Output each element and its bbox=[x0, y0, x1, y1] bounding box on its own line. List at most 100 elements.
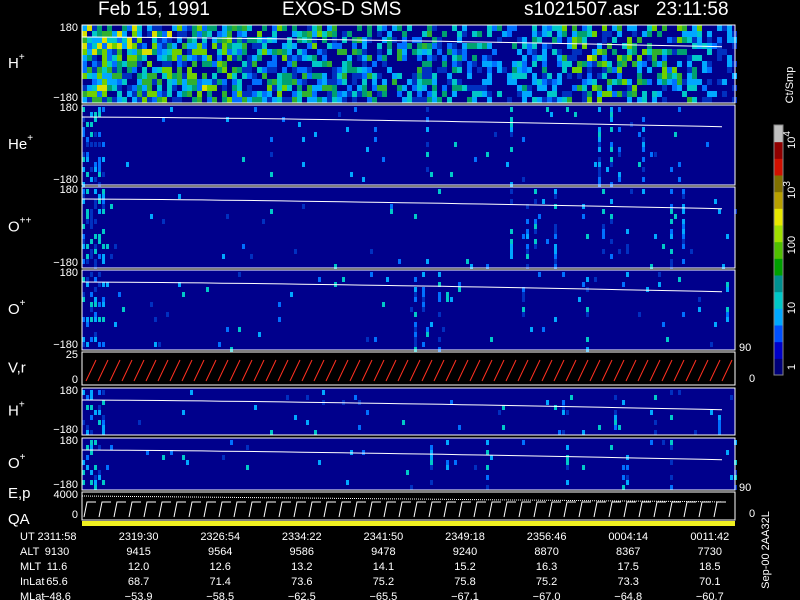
spectrogram-cell bbox=[226, 117, 229, 122]
spectrogram-cell bbox=[692, 67, 697, 73]
spectrogram-cell bbox=[714, 322, 717, 327]
panel-frame bbox=[81, 269, 736, 351]
spectrogram-cell bbox=[110, 445, 113, 450]
spectrogram-cell bbox=[377, 43, 382, 49]
y-tick-label: 180 bbox=[60, 22, 78, 34]
spectrogram-cell bbox=[82, 167, 85, 172]
spectrogram-cell bbox=[372, 85, 377, 91]
spectrogram-cell bbox=[537, 31, 542, 37]
spectrogram-cell bbox=[90, 430, 93, 435]
colorbar-label: 1 bbox=[786, 364, 798, 370]
spectrogram-cell bbox=[557, 61, 562, 67]
spectrogram-cell bbox=[212, 37, 217, 43]
spectrogram-cell bbox=[306, 420, 309, 425]
spectrogram-cell bbox=[582, 85, 587, 91]
spectrogram-cell bbox=[90, 317, 93, 322]
spectrogram-cell bbox=[187, 37, 192, 43]
spectrogram-cell bbox=[510, 122, 513, 127]
spectrogram-cell bbox=[302, 162, 305, 167]
spectrogram-cell bbox=[717, 79, 722, 85]
spectrogram-cell bbox=[102, 157, 105, 162]
spectrogram-cell bbox=[362, 85, 367, 91]
spectrogram-cell bbox=[332, 67, 337, 73]
spectrogram-cell bbox=[317, 97, 322, 103]
spectrogram-cell bbox=[82, 61, 87, 67]
spectrogram-cell bbox=[178, 282, 181, 287]
spectrogram-cell bbox=[532, 61, 537, 67]
spectrogram-cell bbox=[307, 67, 312, 73]
spectrogram-cell bbox=[417, 85, 422, 91]
spectrogram-cell bbox=[226, 327, 229, 332]
panel-label: O++ bbox=[8, 215, 32, 235]
spectrogram-cell bbox=[102, 302, 105, 307]
spectrogram-cell bbox=[94, 337, 97, 342]
spectrogram-cell bbox=[147, 85, 152, 91]
spectrogram-cell bbox=[417, 67, 422, 73]
spectrogram-cell bbox=[147, 97, 152, 103]
spectrogram-cell bbox=[162, 67, 167, 73]
spectrogram-cell bbox=[354, 395, 357, 400]
spectrogram-cell bbox=[707, 67, 712, 73]
spectrogram-cell bbox=[312, 43, 317, 49]
spectrogram-cell bbox=[487, 25, 492, 31]
spectrogram-cell bbox=[302, 37, 307, 43]
spectrogram-cell bbox=[212, 73, 217, 79]
spectrogram-cell bbox=[252, 43, 257, 49]
spectrogram-cell bbox=[472, 85, 477, 91]
spectrogram-cell bbox=[422, 287, 425, 292]
spectrogram-cell bbox=[667, 49, 672, 55]
spectrogram-cell bbox=[526, 219, 529, 224]
spectrogram-cell bbox=[102, 229, 105, 234]
spectrogram-cell bbox=[642, 167, 645, 172]
spectrogram-cell bbox=[510, 127, 513, 132]
spectrogram-cell bbox=[497, 25, 502, 31]
spectrogram-cell bbox=[422, 49, 427, 55]
spectrogram-cell bbox=[662, 79, 667, 85]
spectrogram-cell bbox=[587, 73, 592, 79]
spectrogram-cell bbox=[94, 117, 97, 122]
spectrogram-cell bbox=[327, 61, 332, 67]
spectrogram-cell bbox=[272, 37, 277, 43]
spectrogram-cell bbox=[122, 307, 125, 312]
spectrogram-cell bbox=[622, 43, 627, 49]
spectrogram-cell bbox=[98, 445, 101, 450]
row-value: 9130 bbox=[45, 546, 69, 558]
spectrogram-cell bbox=[610, 157, 613, 162]
spectrogram-cell bbox=[730, 475, 733, 480]
spectrogram-cell bbox=[618, 177, 621, 182]
spectrogram-cell bbox=[137, 25, 142, 31]
spectrogram-cell bbox=[710, 410, 713, 415]
spectrogram-cell bbox=[167, 91, 172, 97]
spectrogram-cell bbox=[617, 79, 622, 85]
spectrogram-cell bbox=[537, 37, 542, 43]
spectrogram-cell bbox=[290, 292, 293, 297]
spectrogram-cell bbox=[546, 107, 549, 112]
spectrogram-cell bbox=[262, 43, 267, 49]
spectrogram-cell bbox=[622, 400, 625, 405]
spectrogram-cell bbox=[362, 450, 365, 455]
spectrogram-cell bbox=[86, 322, 89, 327]
spectrogram-cell bbox=[532, 43, 537, 49]
spectrogram-cell bbox=[212, 43, 217, 49]
spectrogram-cell bbox=[170, 107, 173, 112]
spectrogram-cell bbox=[102, 31, 107, 37]
spectrogram-cell bbox=[482, 91, 487, 97]
right-tick-label: 90 bbox=[739, 342, 751, 354]
spectrogram-cell bbox=[562, 61, 567, 67]
spectrogram-cell bbox=[82, 470, 85, 475]
spectrogram-cell bbox=[272, 31, 277, 37]
spectrogram-cell bbox=[102, 73, 107, 79]
energy-trace bbox=[83, 501, 726, 518]
spectrogram-cell bbox=[627, 85, 632, 91]
spectrogram-cell bbox=[102, 430, 105, 435]
spectrogram-cell bbox=[426, 142, 429, 147]
spectrogram-cell bbox=[90, 292, 93, 297]
spectrogram-cell bbox=[492, 49, 497, 55]
spectrogram-cell bbox=[110, 204, 113, 209]
spectrogram-cell bbox=[477, 91, 482, 97]
spectrogram-cell bbox=[212, 85, 217, 91]
spectrogram-cell bbox=[82, 157, 85, 162]
spectrogram-cell bbox=[727, 25, 732, 31]
spectrogram-cell bbox=[542, 79, 547, 85]
spectrogram-cell bbox=[730, 395, 733, 400]
